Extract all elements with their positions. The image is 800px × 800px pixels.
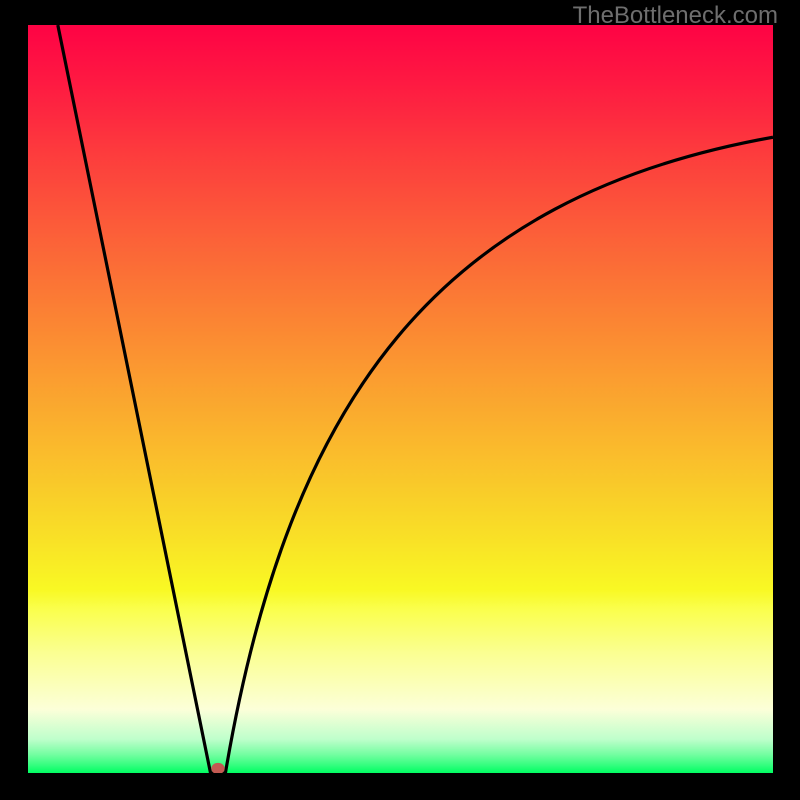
gradient-background <box>28 25 773 773</box>
chart-stage: TheBottleneck.com <box>0 0 800 800</box>
watermark-text: TheBottleneck.com <box>573 2 778 30</box>
